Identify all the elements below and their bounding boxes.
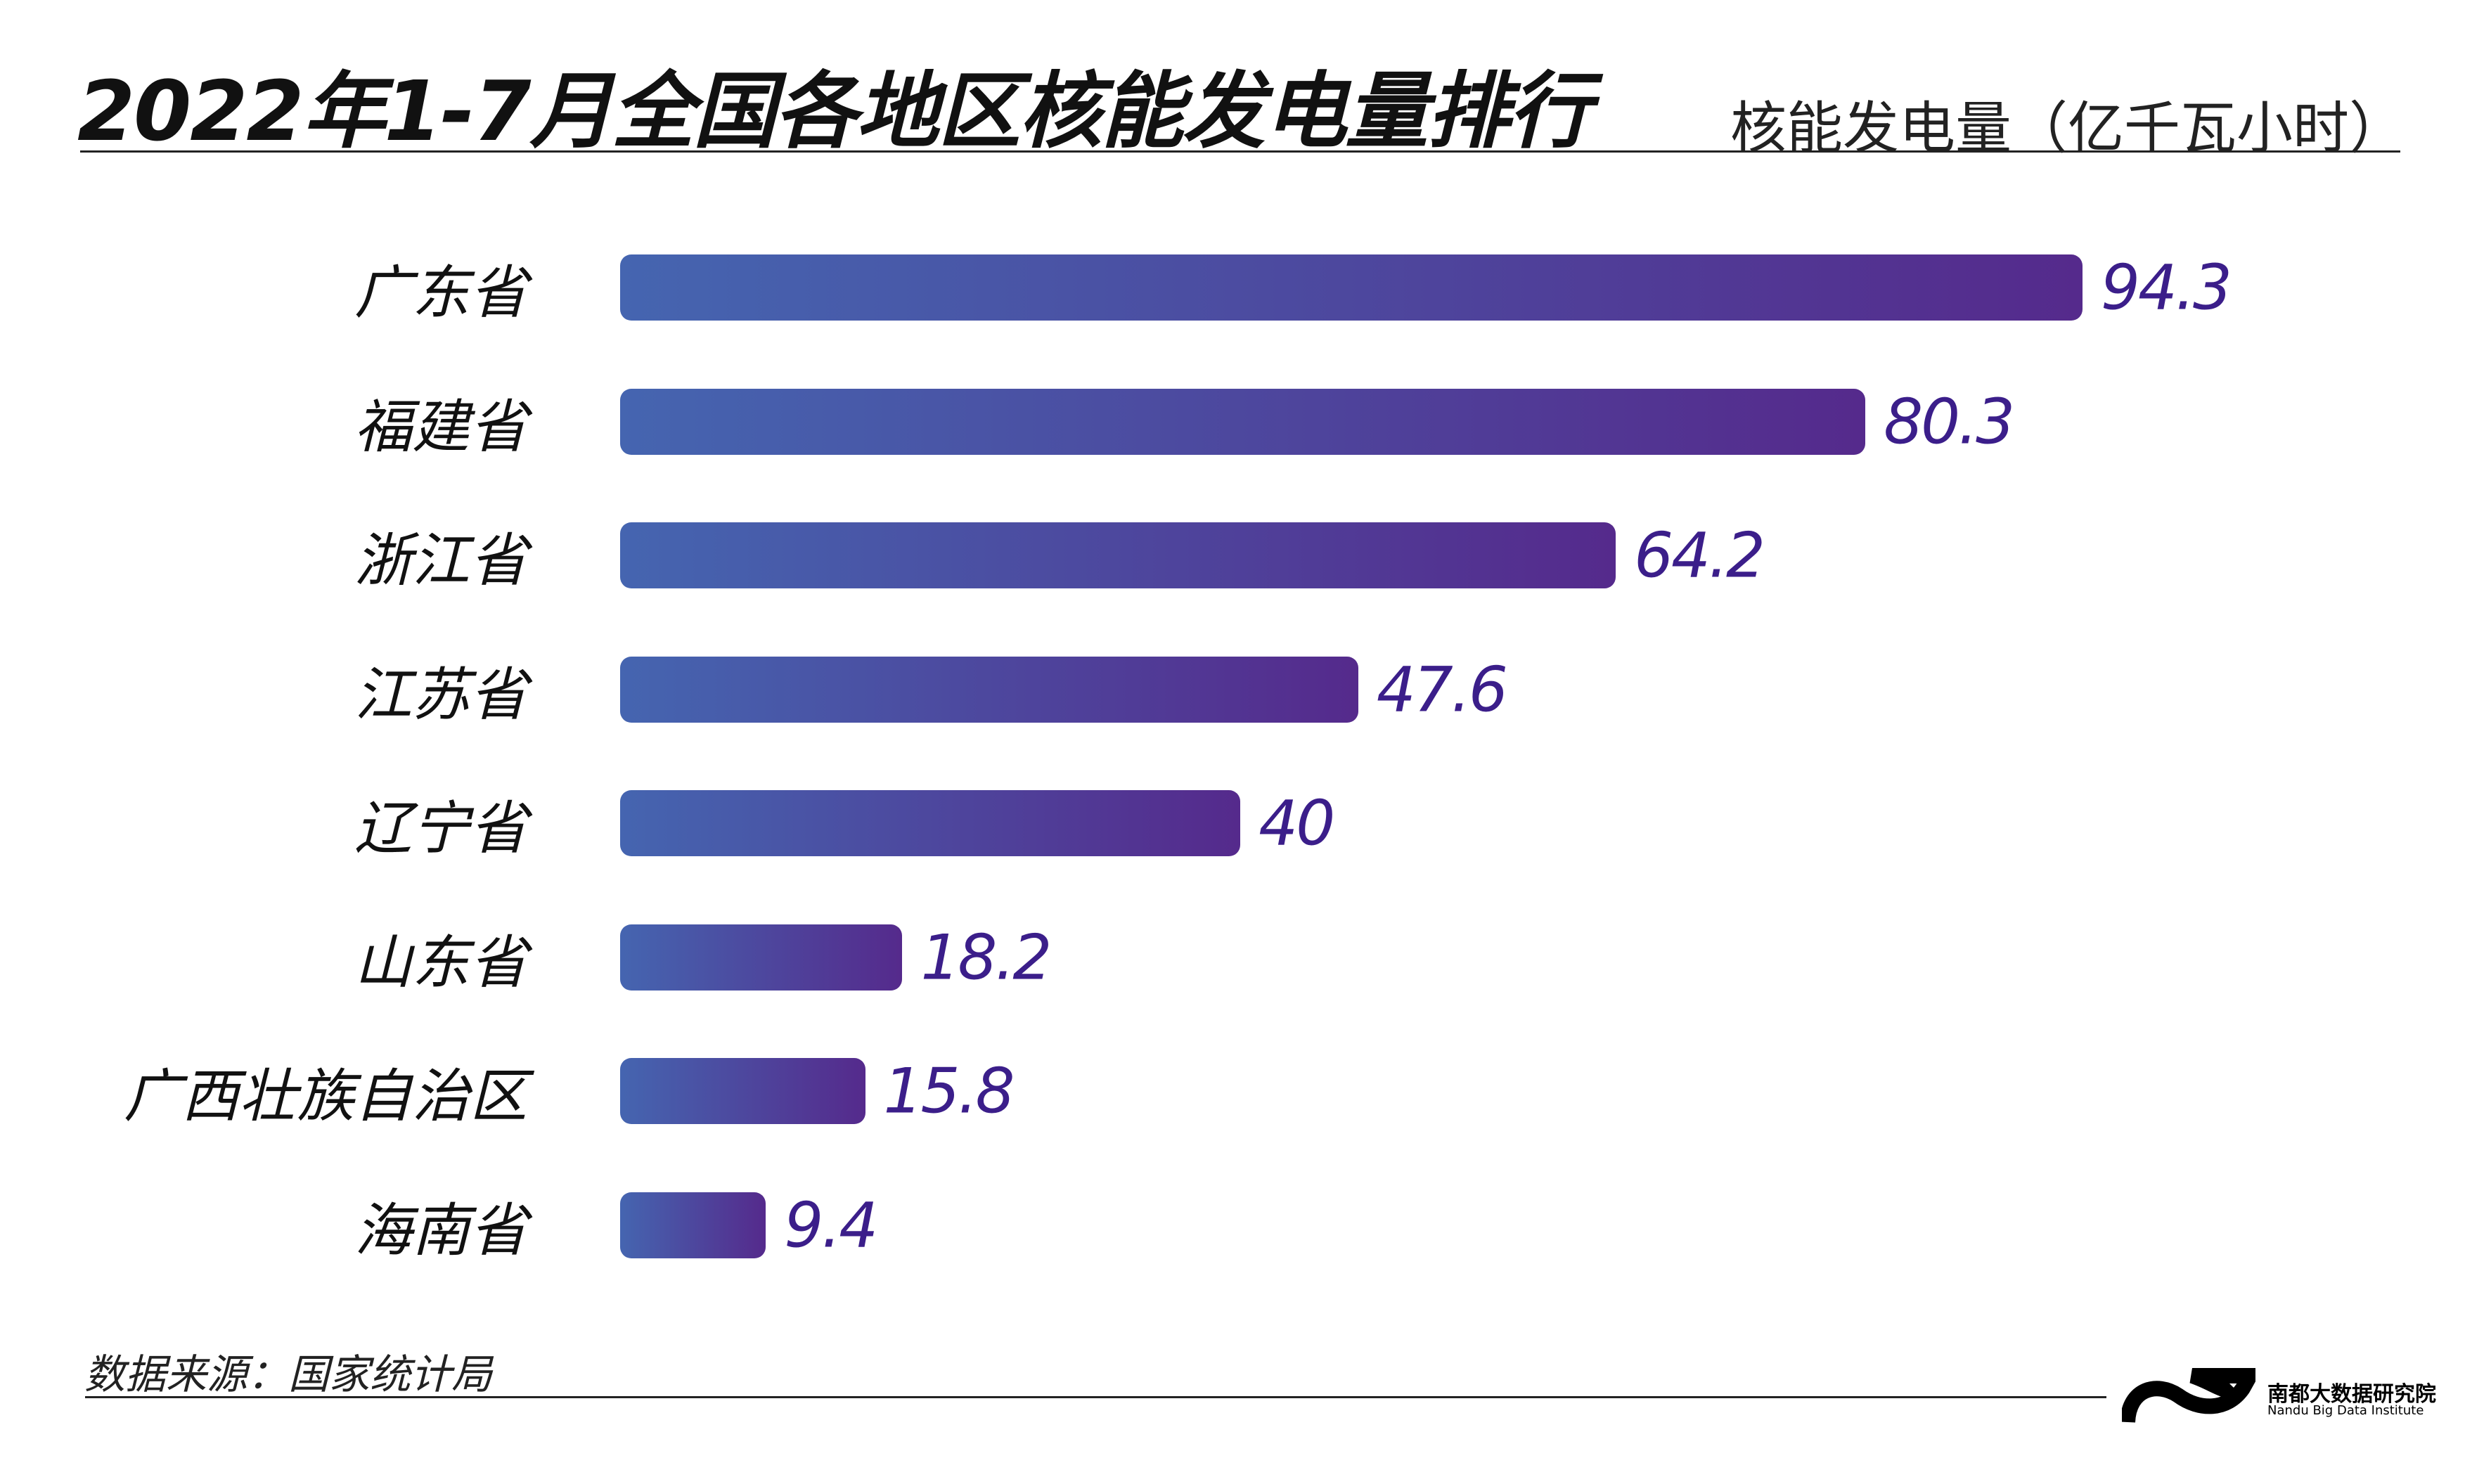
- logo-text-en: Nandu Big Data Institute: [2267, 1403, 2424, 1418]
- value-label: 18.2: [920, 921, 1052, 993]
- bar: [620, 522, 1616, 588]
- bar: [620, 924, 903, 991]
- bar: [620, 388, 1866, 455]
- nandu-logo-icon: [2122, 1368, 2255, 1424]
- value-label: 9.4: [784, 1189, 878, 1261]
- category-label: 广东省: [354, 259, 527, 327]
- value-label: 47.6: [1376, 653, 1508, 725]
- category-label: 海南省: [354, 1197, 527, 1264]
- bar: [620, 656, 1358, 723]
- category-label: 辽宁省: [354, 795, 527, 863]
- category-label: 广西壮族自治区: [124, 1063, 527, 1130]
- value-label: 40: [1259, 787, 1335, 860]
- logo-text-cn: 南都大数据研究院: [2267, 1382, 2436, 1407]
- chart-title: 2022年1-7月全国各地区核能发电量排行: [77, 63, 1592, 160]
- category-label: 山东省: [354, 929, 527, 996]
- source-note: 数据来源：国家统计局: [84, 1350, 493, 1398]
- category-label: 江苏省: [354, 662, 527, 728]
- category-label: 浙江省: [354, 527, 527, 595]
- footer-divider: [85, 1396, 2106, 1398]
- bar: [620, 1058, 865, 1124]
- bar: [620, 790, 1241, 856]
- category-label: 福建省: [354, 394, 527, 460]
- unit-label: 核能发电量（亿千瓦小时）: [1730, 96, 2405, 161]
- value-label: 80.3: [1884, 385, 2015, 458]
- value-label: 94.3: [2101, 251, 2232, 324]
- bar: [620, 1192, 766, 1258]
- value-label: 15.8: [883, 1054, 1015, 1128]
- value-label: 64.2: [1634, 519, 1765, 592]
- title-divider: [80, 150, 2400, 153]
- bar: [620, 254, 2083, 321]
